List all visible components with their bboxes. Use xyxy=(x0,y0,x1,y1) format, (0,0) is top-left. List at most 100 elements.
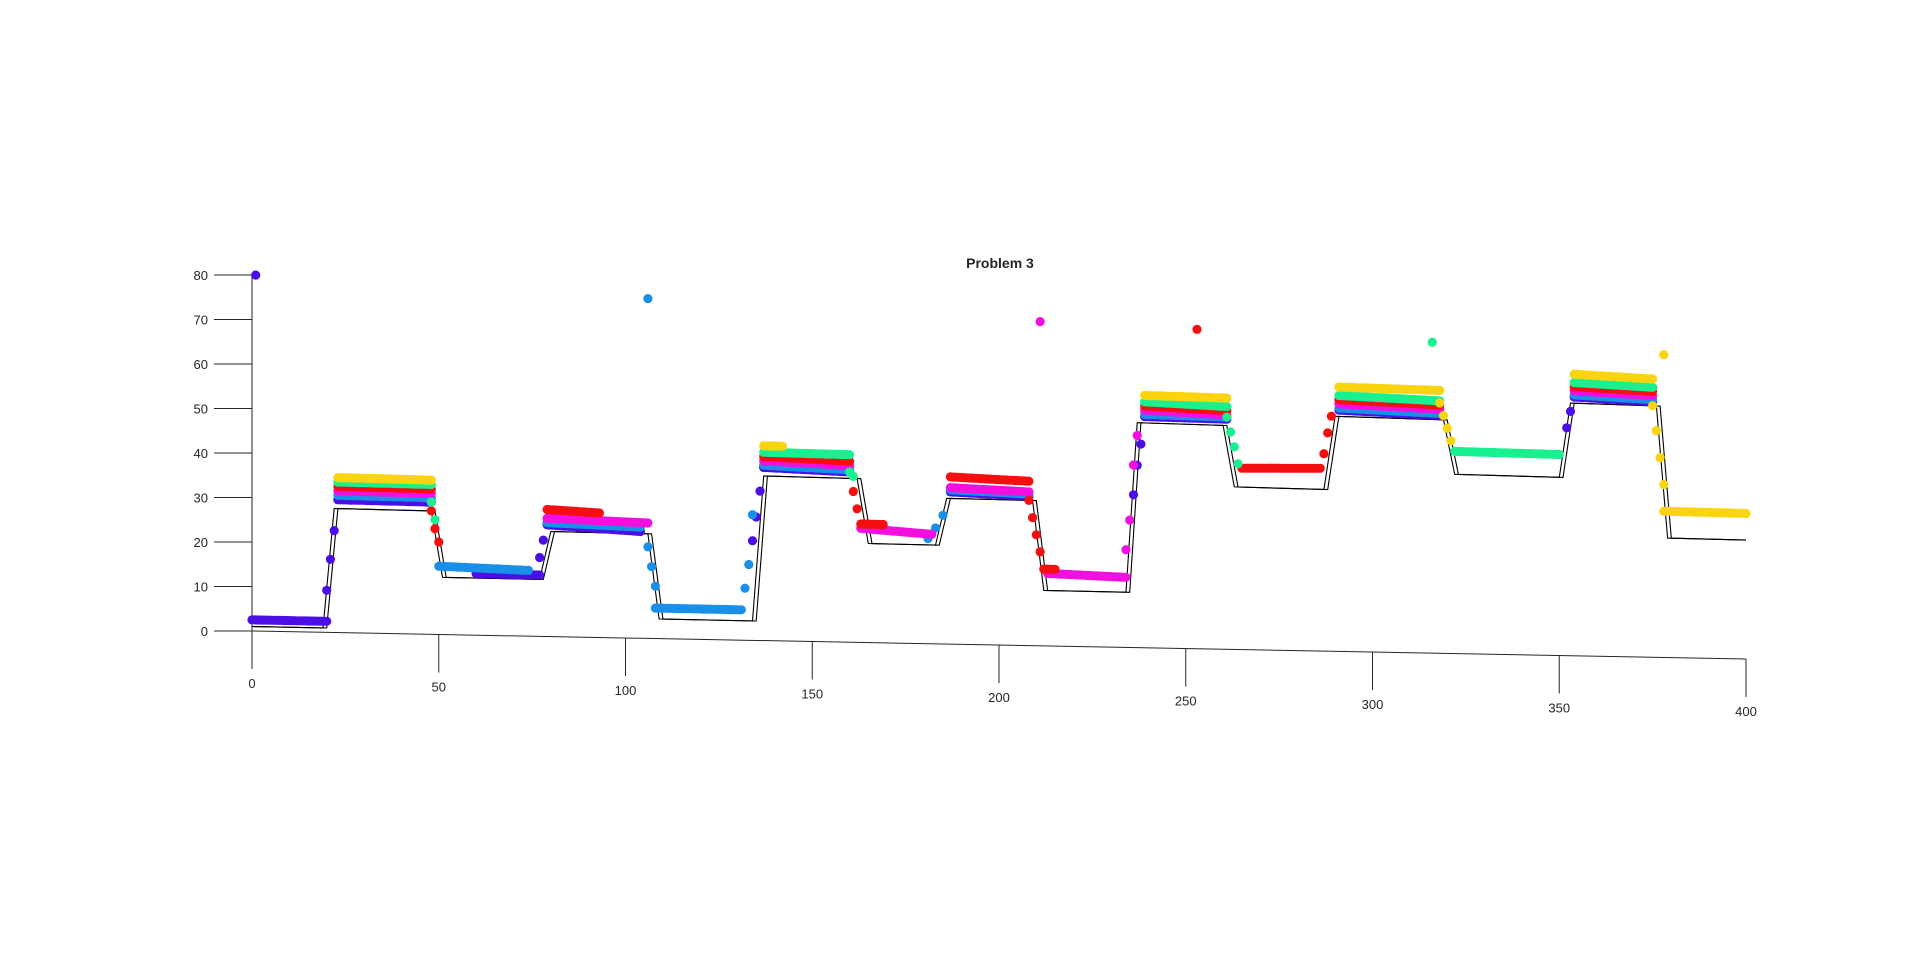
series-1 xyxy=(247,270,1658,626)
data-point xyxy=(1651,426,1661,436)
data-point xyxy=(1435,385,1445,395)
data-point xyxy=(426,506,436,516)
data-point xyxy=(1121,545,1131,555)
data-point xyxy=(1229,442,1239,452)
data-point xyxy=(1128,490,1139,500)
data-point xyxy=(740,583,750,593)
x-tick-label: 400 xyxy=(1735,704,1757,719)
data-point xyxy=(1427,337,1437,347)
data-point xyxy=(1562,423,1572,433)
data-point xyxy=(1136,439,1146,449)
data-point xyxy=(1648,401,1658,411)
y-tick-label: 10 xyxy=(194,580,208,595)
data-markers xyxy=(247,270,1751,626)
x-tick-label: 0 xyxy=(248,676,255,691)
series-6 xyxy=(333,350,1751,519)
x-tick-label: 350 xyxy=(1548,701,1570,716)
data-point xyxy=(251,270,261,280)
data-point xyxy=(1315,463,1325,473)
x-tick-label: 100 xyxy=(615,683,637,698)
data-point xyxy=(1741,508,1751,519)
data-point xyxy=(852,504,862,514)
data-point xyxy=(430,524,440,534)
data-point xyxy=(1323,428,1333,438)
reference-line-2 xyxy=(251,402,1747,629)
axes: 0 10 20 30 40 50 60 70 80 0 50 100 150 200 250 300 350 40… xyxy=(194,268,1757,719)
data-point xyxy=(1024,487,1034,497)
data-point xyxy=(744,559,754,570)
data-point xyxy=(325,554,335,564)
data-point xyxy=(1132,430,1142,441)
data-point xyxy=(1659,479,1669,490)
data-point xyxy=(1226,427,1236,437)
data-point xyxy=(736,605,746,615)
data-point xyxy=(747,510,758,520)
x-tick-label: 50 xyxy=(432,680,446,695)
data-point xyxy=(1326,411,1336,421)
data-point xyxy=(322,616,332,626)
data-point xyxy=(322,585,332,595)
data-point xyxy=(1648,382,1658,392)
data-point xyxy=(938,510,948,520)
data-point xyxy=(594,508,605,518)
data-point xyxy=(430,515,440,525)
data-point xyxy=(1128,460,1139,470)
data-point xyxy=(1648,374,1658,384)
data-point xyxy=(1319,449,1329,459)
x-tick-label: 150 xyxy=(801,687,823,702)
data-point xyxy=(1222,412,1232,422)
data-point xyxy=(1050,564,1060,574)
data-point xyxy=(329,526,339,536)
data-point xyxy=(1192,324,1202,334)
y-tick-label: 0 xyxy=(201,624,208,639)
data-point xyxy=(1442,423,1452,433)
data-point xyxy=(1438,411,1449,421)
x-tick-label: 250 xyxy=(1175,694,1197,709)
data-point xyxy=(845,450,855,460)
data-point xyxy=(643,294,653,304)
reference-lines xyxy=(251,402,1747,629)
data-point xyxy=(848,471,858,481)
data-point xyxy=(1024,495,1034,505)
data-point xyxy=(1233,459,1243,469)
y-tick-label: 50 xyxy=(194,402,208,417)
data-point xyxy=(426,475,436,485)
data-point xyxy=(747,536,758,546)
data-point xyxy=(755,486,765,496)
data-point xyxy=(523,565,534,576)
data-point xyxy=(1024,476,1034,486)
y-tick-label: 30 xyxy=(194,491,208,506)
data-point xyxy=(1659,350,1669,360)
data-point xyxy=(1222,393,1232,403)
data-point xyxy=(1655,453,1665,463)
data-point xyxy=(647,562,657,572)
y-tick-label: 80 xyxy=(194,268,208,283)
data-point xyxy=(1565,406,1576,416)
data-point xyxy=(927,529,937,539)
y-tick-label: 70 xyxy=(194,313,208,328)
y-tick-label: 60 xyxy=(194,357,208,372)
reference-line-1 xyxy=(251,402,1747,629)
x-tick-label: 300 xyxy=(1362,697,1384,712)
data-point xyxy=(1031,530,1041,540)
y-tick-label: 40 xyxy=(194,446,208,461)
chart-title: Problem 3 xyxy=(966,255,1034,271)
data-point xyxy=(434,537,444,547)
data-point xyxy=(426,497,436,507)
data-point xyxy=(1121,572,1131,582)
data-point xyxy=(1554,449,1564,460)
data-point xyxy=(1028,513,1038,523)
data-point xyxy=(643,542,653,552)
data-point xyxy=(848,486,858,497)
data-point xyxy=(1035,317,1045,327)
y-tick-label: 20 xyxy=(194,535,208,550)
data-point xyxy=(1035,547,1045,557)
data-point xyxy=(643,518,653,528)
data-point xyxy=(1435,398,1445,408)
data-point xyxy=(538,535,548,545)
data-point xyxy=(535,570,545,580)
x-tick-label: 200 xyxy=(988,690,1010,705)
data-point xyxy=(535,552,545,563)
data-point xyxy=(777,441,788,451)
